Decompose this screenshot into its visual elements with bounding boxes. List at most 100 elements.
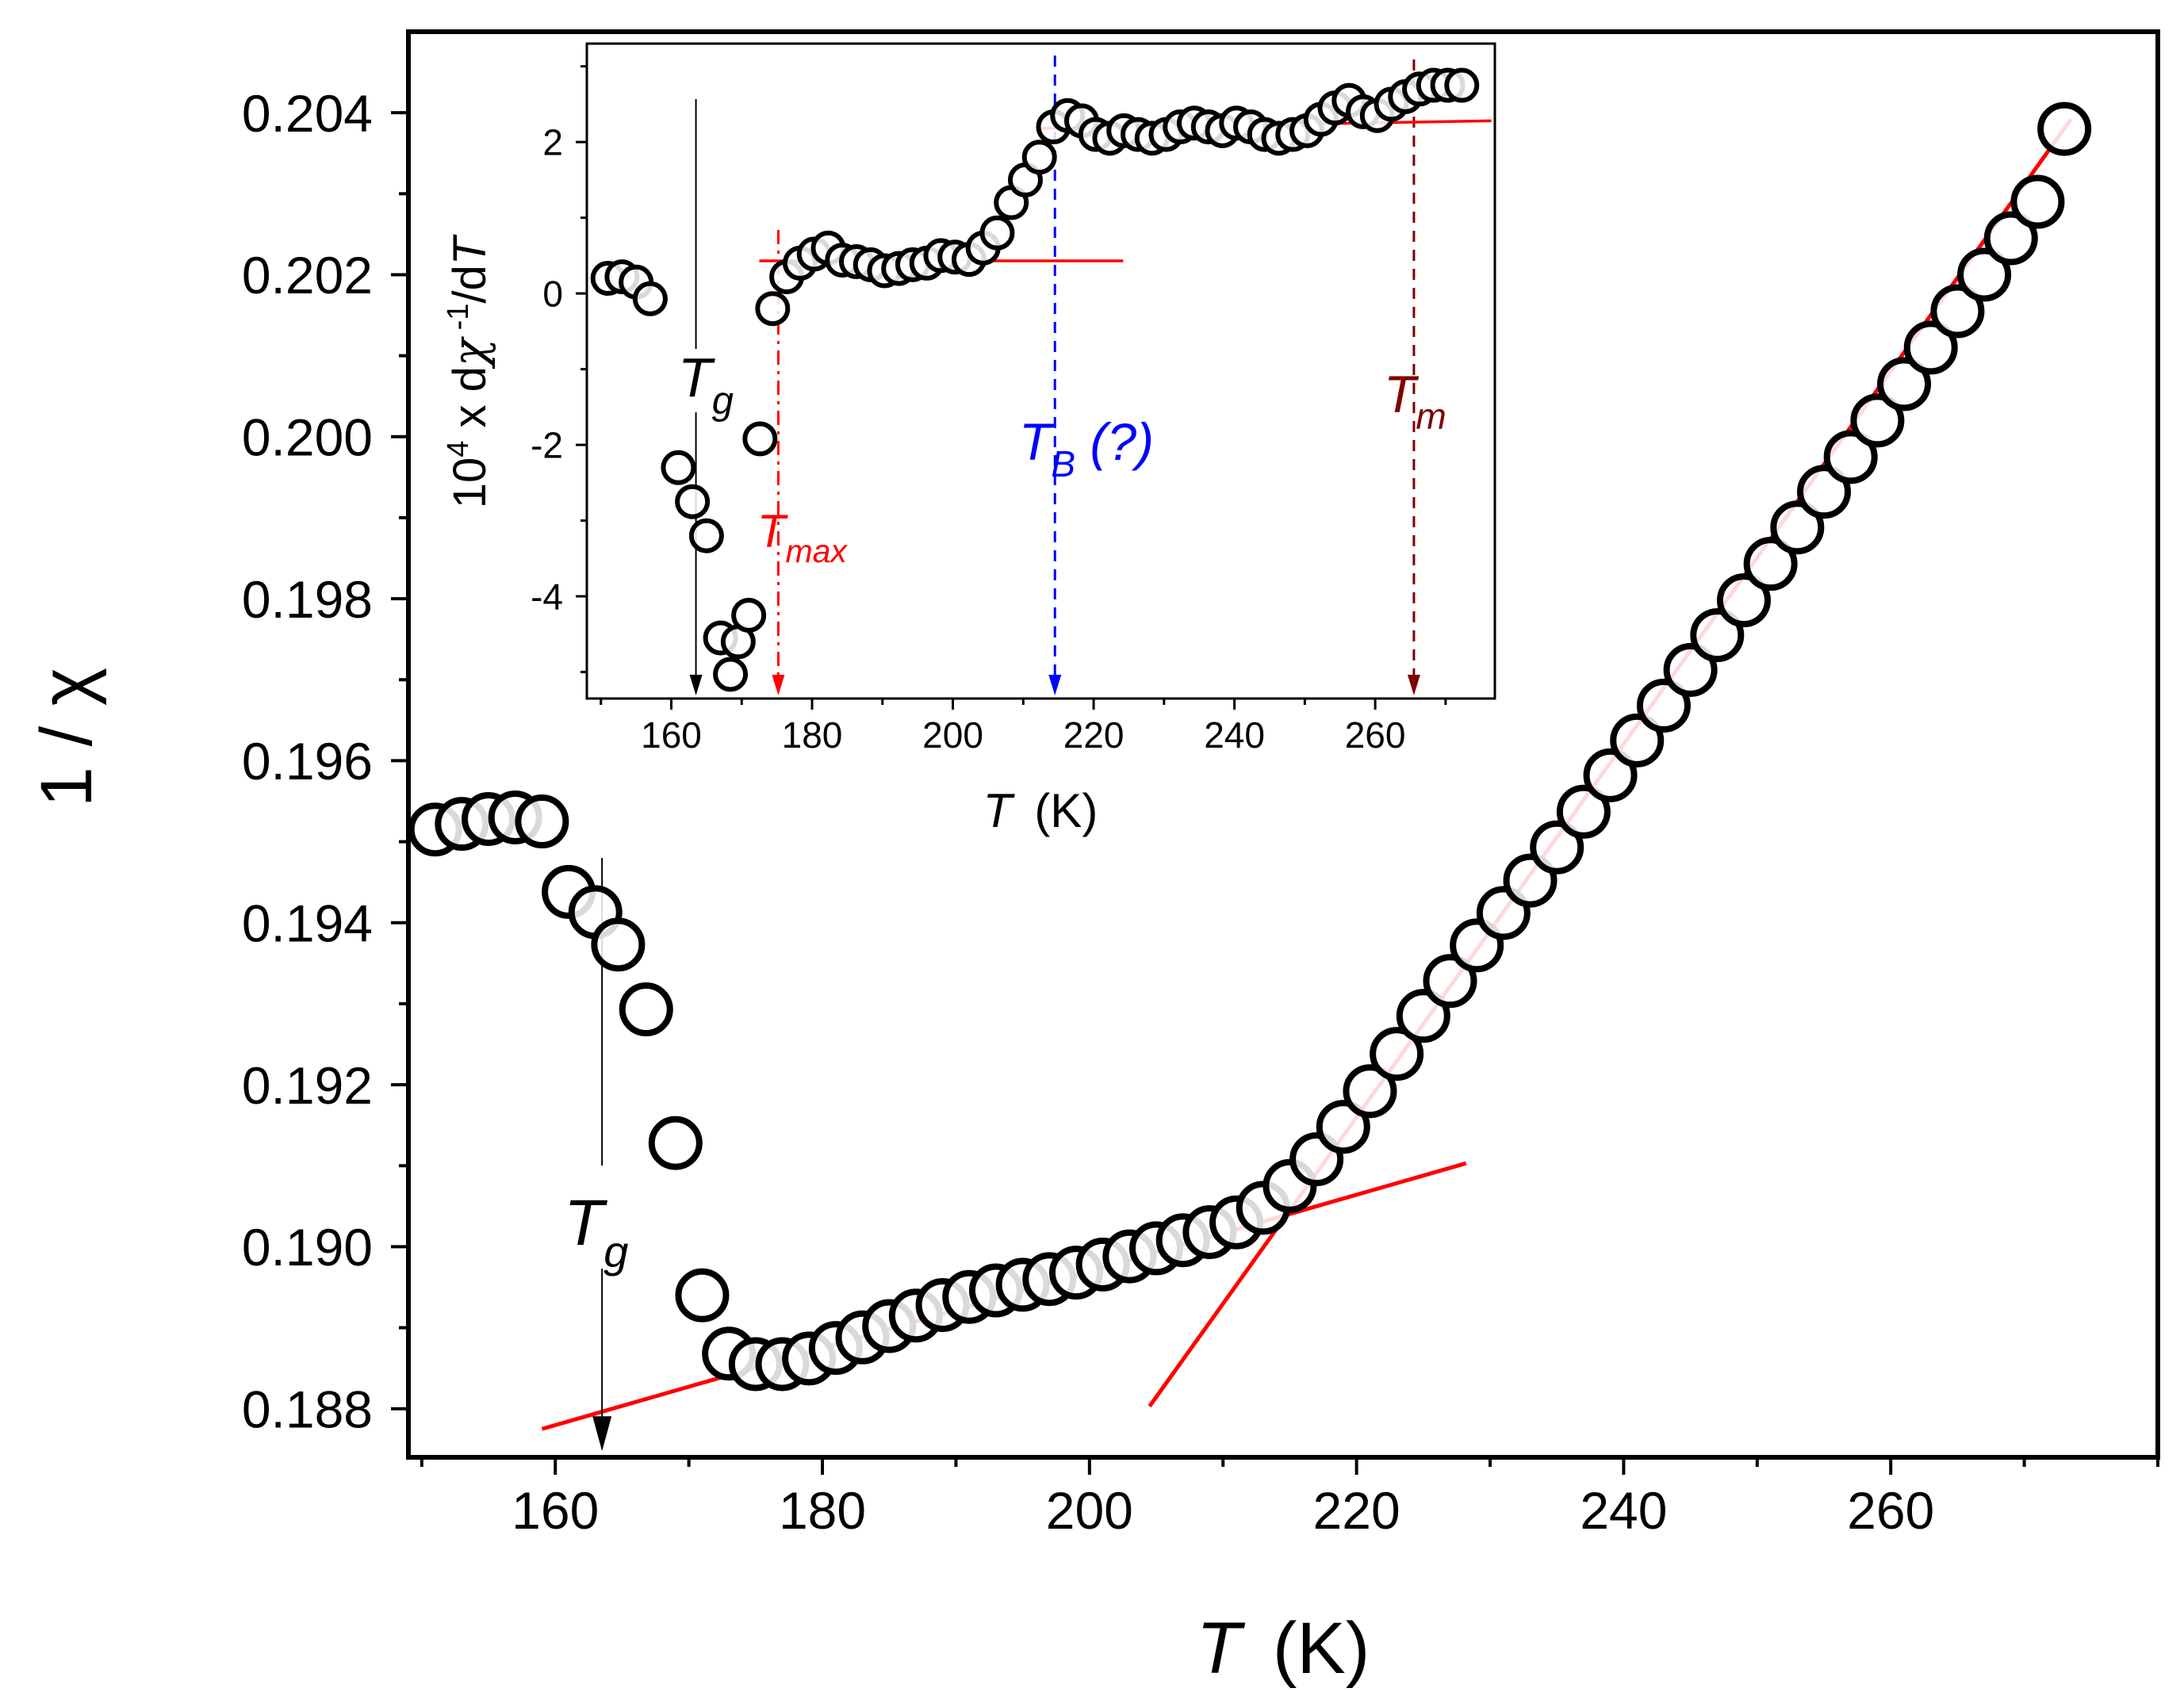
main-data-point: [2010, 174, 2065, 229]
main-y-tick-label: 0.194: [242, 894, 373, 953]
main-data-point: [1610, 713, 1665, 768]
inset-marker-label-sub: g: [712, 380, 734, 423]
inset-marker-label-m: Tm: [1384, 365, 1446, 437]
inset-x-label-symbol: T: [983, 784, 1016, 837]
main-plot: 160 180 200 220 240 260 0.188 0.190 0.192 0.194 0.…: [26, 29, 2160, 1689]
main-x-tick-label: 200: [1046, 1481, 1133, 1540]
inset-y-tick-label: 2: [542, 122, 563, 163]
main-y-tick-label: 0.202: [242, 246, 373, 304]
inset-marker-arrowhead-g: [689, 675, 703, 695]
main-data-point: [1903, 320, 1958, 375]
main-y-tick-label: 0.200: [242, 408, 373, 467]
inset-x-label-unit: (K): [1034, 784, 1098, 837]
inset-x-tick-label: 180: [782, 714, 843, 756]
main-data-point: [1343, 1064, 1397, 1119]
main-data-point: [1797, 465, 1852, 519]
main-x-label-unit: (K): [1273, 1608, 1370, 1689]
main-tg-arrowhead: [592, 1416, 612, 1452]
main-data-point: [1690, 608, 1745, 663]
main-x-tick-label: 260: [1847, 1481, 1934, 1540]
inset-y-axis-label: 104 x dχ -1/dT: [442, 234, 496, 508]
main-x-tick-label: 220: [1313, 1481, 1400, 1540]
inset-y-label-d: /d: [444, 265, 496, 303]
inset-marker-label-max: Tmax: [757, 506, 848, 569]
main-data-point: [1877, 357, 1932, 412]
main-y-tick-label: 0.190: [242, 1218, 373, 1277]
main-tg-label-sub: g: [603, 1227, 628, 1277]
main-x-tick-label: 160: [512, 1481, 599, 1540]
main-data-point: [1716, 573, 1771, 628]
main-data-point: [515, 794, 569, 849]
main-data-point: [1983, 211, 2038, 266]
main-y-tick-label: 0.204: [242, 84, 373, 143]
inset-x-tick-label: 200: [922, 714, 983, 756]
inset-x-tick-label: 160: [641, 714, 702, 756]
inset-y-tick-label: -2: [531, 425, 563, 466]
main-plot-frame: [406, 29, 2160, 1460]
main-axes: 160 180 200 220 240 260 0.188 0.190 0.192 0.194 0.…: [242, 84, 2159, 1540]
main-x-tick-label: 240: [1580, 1481, 1667, 1540]
main-data-point: [1583, 748, 1638, 802]
inset-x-tick-label: 240: [1204, 714, 1265, 756]
main-data-point: [1930, 284, 1985, 339]
inset-x-axis-label: T (K): [983, 784, 1098, 837]
inset-marker-label-suffix: (?): [1075, 412, 1154, 471]
main-x-axis-label: T (K): [1197, 1608, 1370, 1689]
main-data-point: [675, 1268, 730, 1323]
main-data-point: [1850, 393, 1905, 448]
inset-data-points: [590, 67, 1480, 692]
main-data-point: [1636, 678, 1691, 733]
inset-marker-label-g: Tg: [678, 346, 734, 423]
inset-marker-label-sub: B: [1051, 443, 1075, 484]
main-data-point: [1316, 1100, 1370, 1154]
main-data-point: [619, 982, 673, 1037]
inset-y-label-chi: χ: [443, 336, 496, 369]
main-data-point: [1423, 954, 1477, 1009]
inset-data-point: [661, 450, 696, 485]
inset-data-point: [731, 597, 767, 633]
inset-marker-label-B: TB (?): [1019, 412, 1154, 484]
inset-x-tick-label: 260: [1345, 714, 1406, 756]
main-y-label-text: 1 / χ: [26, 668, 107, 807]
inset-y-label-T: T: [444, 234, 496, 265]
main-y-tick-label: 0.198: [242, 570, 373, 629]
inset-marker-label-T: T: [1019, 412, 1055, 471]
main-data-point: [1770, 500, 1825, 555]
main-x-tick-label: 180: [779, 1481, 866, 1540]
main-data-point: [1823, 430, 1878, 484]
main-y-tick-label: 0.192: [242, 1056, 373, 1115]
inset-y-tick-label: 0: [542, 274, 563, 315]
main-data-point: [1396, 989, 1450, 1043]
inset-marker-arrowhead-B: [1048, 675, 1062, 695]
main-tg-label-T: T: [564, 1187, 607, 1259]
inset-marker-arrowhead-m: [1407, 675, 1420, 695]
inset-marker-label-T: T: [1384, 365, 1420, 423]
main-x-label-symbol: T: [1197, 1608, 1246, 1689]
main-tg-label: Tg: [564, 1187, 628, 1277]
inset-x-tick-label: 220: [1063, 714, 1125, 756]
main-annotations: Tg: [564, 858, 628, 1452]
inset-data-point: [675, 484, 711, 519]
main-data-point: [1556, 784, 1611, 839]
inset-axes: 160 180 200 220 240 260 -4 -2 0 2: [531, 65, 1447, 756]
inset-data-point: [979, 215, 1015, 251]
inset-data-point: [713, 657, 749, 692]
inset-marker-label-T: T: [678, 346, 715, 408]
inset-data-point: [1444, 67, 1480, 103]
inset-marker-label-sub: m: [1416, 396, 1446, 437]
inset-data-point: [632, 281, 668, 316]
main-data-point: [1957, 247, 2012, 302]
main-data-point: [1530, 820, 1584, 875]
inset-marker-label-sub: max: [785, 533, 848, 569]
main-y-axis-label: 1 / χ: [26, 668, 107, 807]
inset-y-tick-label: -4: [531, 576, 563, 618]
inset-data-point: [1021, 140, 1057, 175]
inset-data-point: [742, 421, 778, 457]
main-y-tick-label: 0.188: [242, 1380, 373, 1438]
main-data-point: [1663, 643, 1718, 698]
main-y-tick-label: 0.196: [242, 732, 373, 790]
main-data-points: [408, 101, 2092, 1391]
